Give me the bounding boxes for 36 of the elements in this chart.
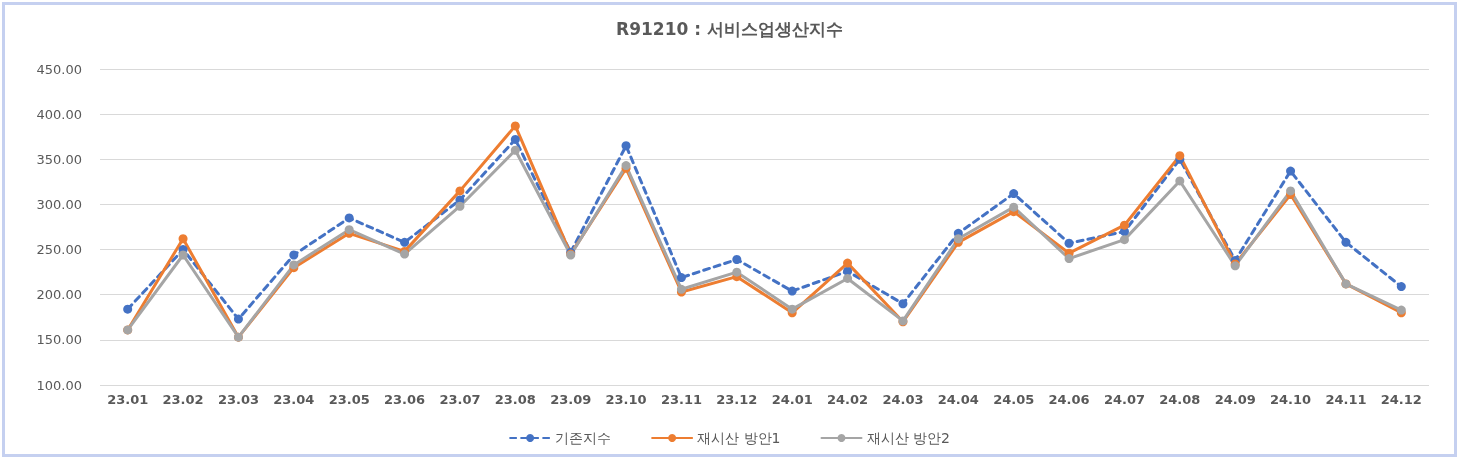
x-tick-label: 23.09 [550, 392, 592, 407]
x-tick-label: 24.01 [771, 392, 813, 407]
x-tick-label: 23.04 [273, 392, 315, 407]
legend-label: 재시산 방안2 [866, 430, 950, 446]
x-tick-label: 24.07 [1103, 392, 1145, 407]
x-tick-label: 23.01 [107, 392, 149, 407]
x-tick-label: 24.09 [1214, 392, 1256, 407]
legend-label: 기존지수 [555, 430, 612, 446]
y-tick-label: 300.00 [36, 196, 82, 212]
y-tick-label: 250.00 [36, 242, 82, 258]
legend-label: 재시산 방안1 [697, 430, 781, 446]
chart-title: R91210 : 서비스업생산지수 [616, 18, 843, 39]
x-tick-label: 24.06 [1048, 392, 1090, 407]
x-tick-label: 23.05 [328, 392, 370, 407]
x-tick-label: 23.03 [217, 392, 259, 407]
x-tick-label: 23.11 [660, 392, 702, 407]
y-tick-label: 200.00 [36, 287, 82, 303]
y-tick-label: 450.00 [36, 61, 82, 77]
y-tick-label: 150.00 [36, 332, 82, 348]
x-tick-label: 24.05 [993, 392, 1035, 407]
x-tick-label: 23.02 [162, 392, 204, 407]
y-tick-label: 100.00 [36, 377, 82, 393]
y-tick-label: 400.00 [36, 106, 82, 122]
x-tick-label: 24.03 [882, 392, 924, 407]
x-tick-label: 24.08 [1159, 392, 1201, 407]
x-tick-label: 23.10 [605, 392, 647, 407]
x-tick-label: 23.06 [384, 392, 426, 407]
x-tick-label: 23.12 [716, 392, 758, 407]
x-tick-label: 24.10 [1270, 392, 1312, 407]
x-tick-label: 24.04 [937, 392, 979, 407]
x-tick-label: 24.02 [827, 392, 869, 407]
x-tick-label: 24.12 [1380, 392, 1422, 407]
x-tick-label: 24.11 [1325, 392, 1367, 407]
y-tick-label: 350.00 [36, 151, 82, 167]
x-tick-label: 23.07 [439, 392, 481, 407]
x-tick-label: 23.08 [494, 392, 536, 407]
